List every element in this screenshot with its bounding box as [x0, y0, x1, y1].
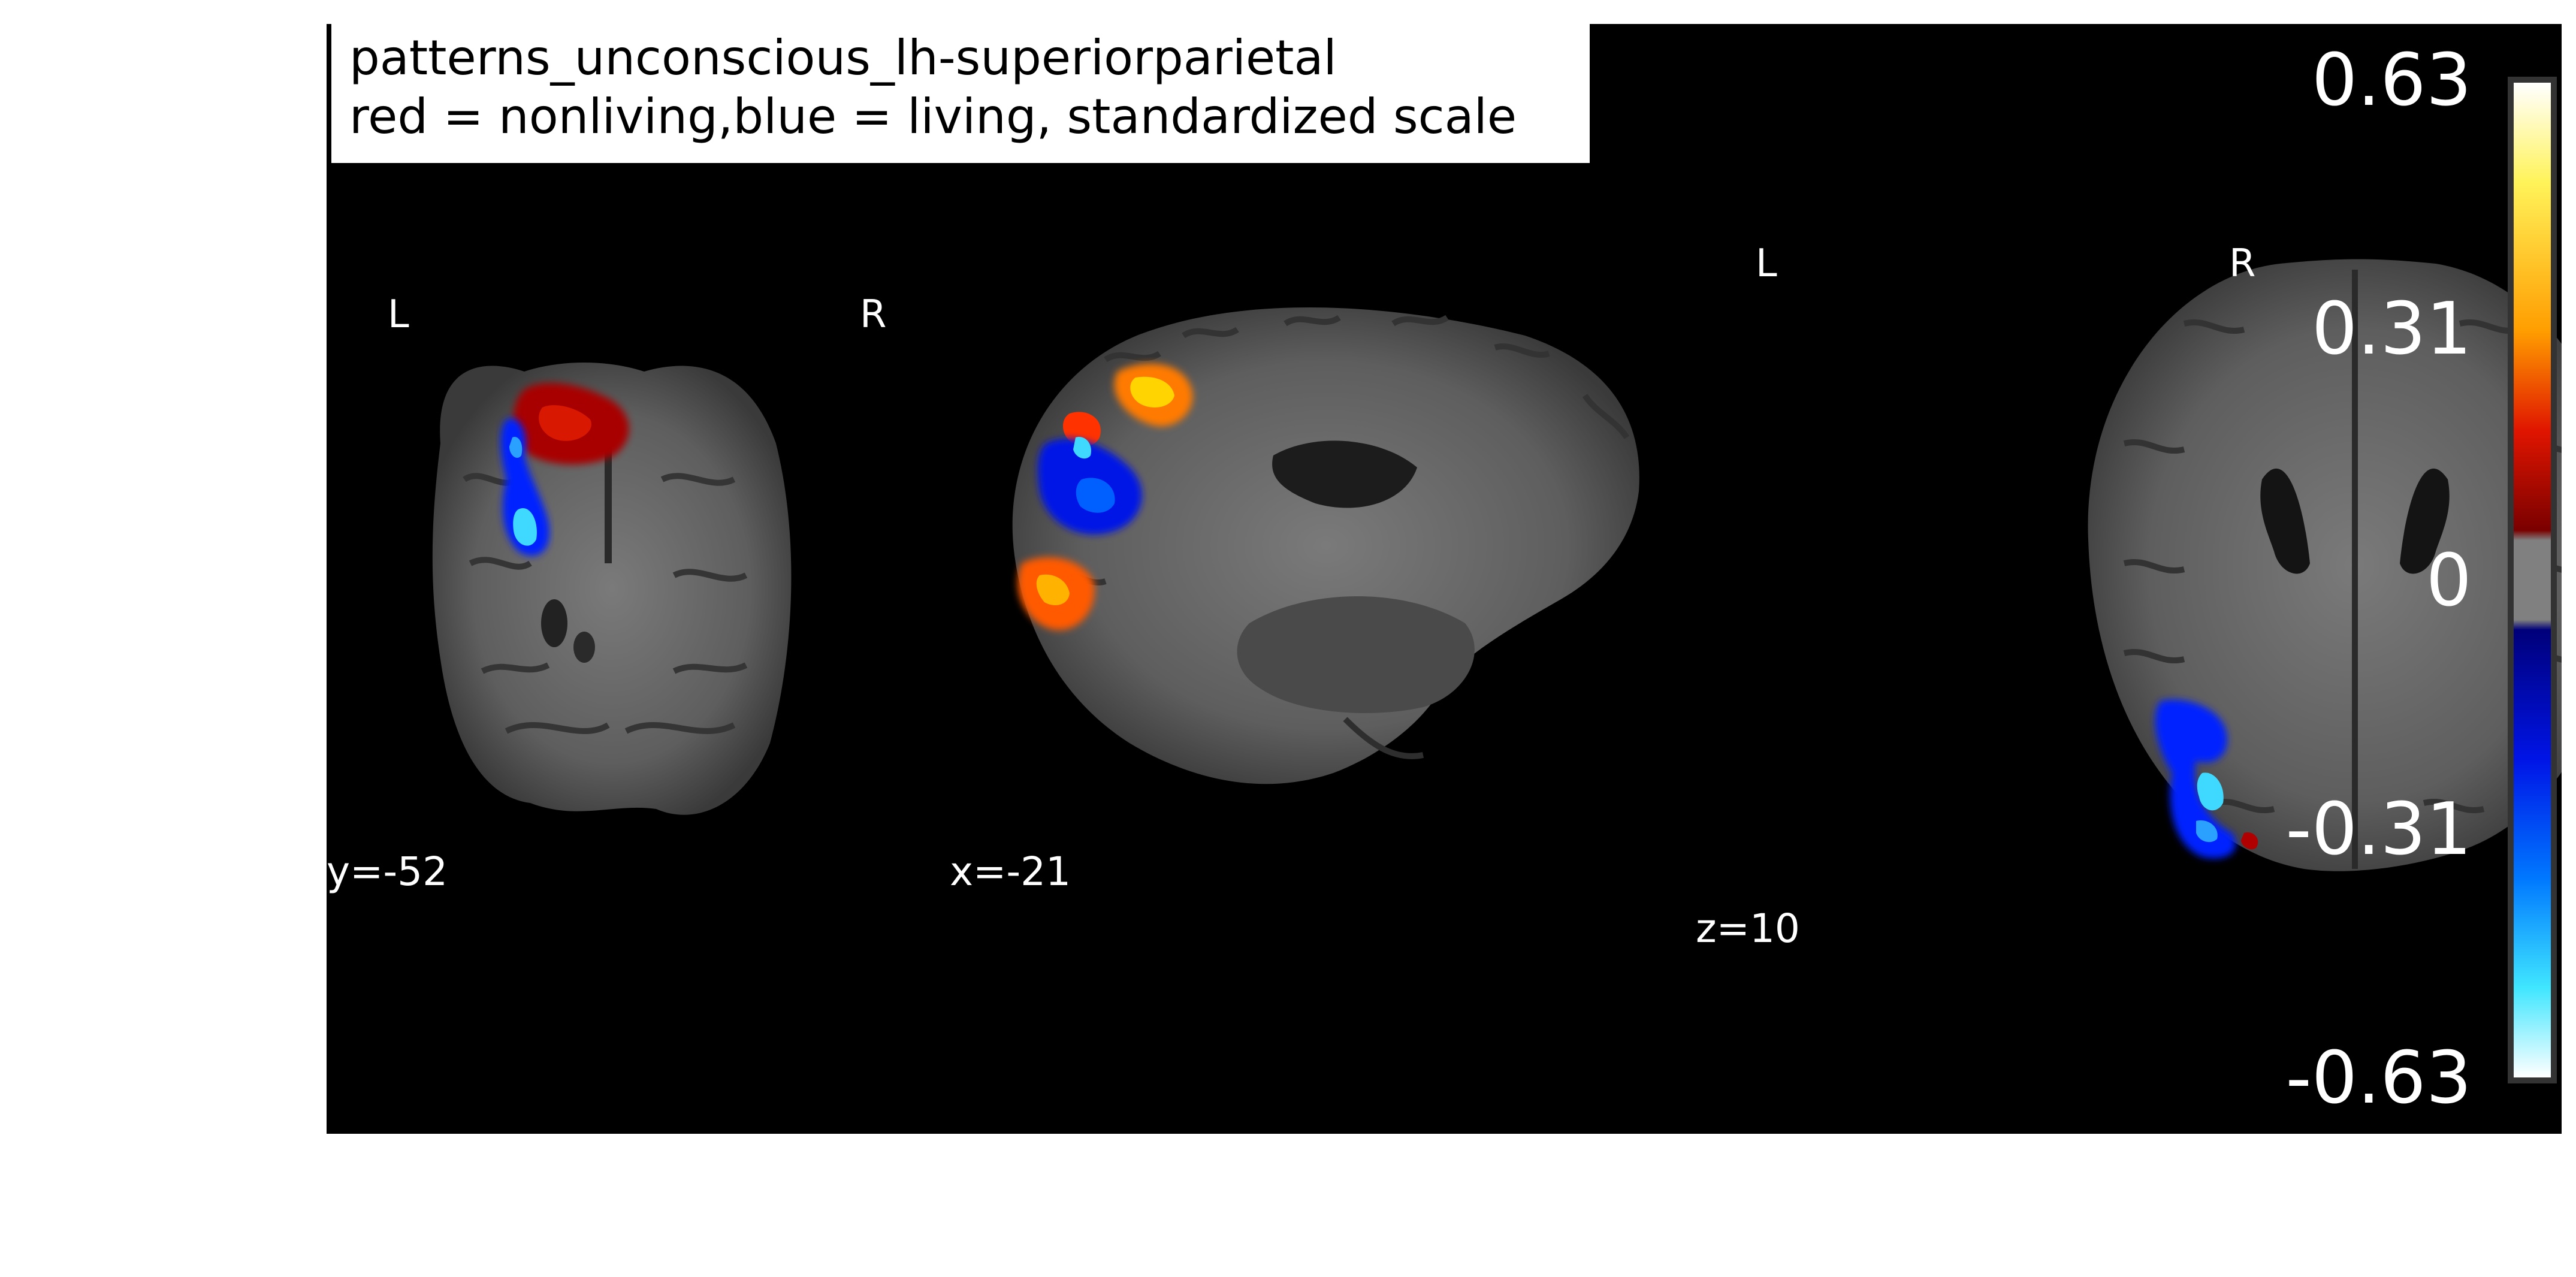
coronal-slice — [432, 363, 792, 815]
figure-title-line-2: red = nonliving,blue = living, standardi… — [349, 89, 1517, 144]
figure-title-line-1: patterns_unconscious_lh-superiorparietal — [349, 30, 1337, 86]
brain-slices-canvas — [432, 77, 2562, 1083]
colorbar-tick-label: 0.63 — [2311, 39, 2472, 122]
coronal-left-label: L — [388, 292, 409, 337]
colorbar-tick-label: -0.63 — [2285, 1037, 2472, 1120]
coronal-coordinate: y=-52 — [327, 849, 448, 895]
sagittal-coordinate: x=-21 — [950, 849, 1071, 895]
axial-right-label: R — [2229, 241, 2256, 286]
coronal-right-label: R — [860, 292, 887, 337]
axial-left-label: L — [1756, 241, 1777, 286]
sagittal-slice — [1012, 307, 1639, 784]
figure-title-box: patterns_unconscious_lh-superiorparietal… — [331, 24, 1590, 163]
colorbar — [2508, 77, 2557, 1083]
colorbar-tick-label: 0.31 — [2311, 288, 2472, 371]
brain-figure: patterns_unconscious_lh-superiorparietal… — [327, 24, 2562, 1134]
colorbar-tick-label: -0.31 — [2285, 788, 2472, 871]
colorbar-tick-label: 0 — [2426, 539, 2472, 623]
axial-coordinate: z=10 — [1696, 905, 1800, 952]
